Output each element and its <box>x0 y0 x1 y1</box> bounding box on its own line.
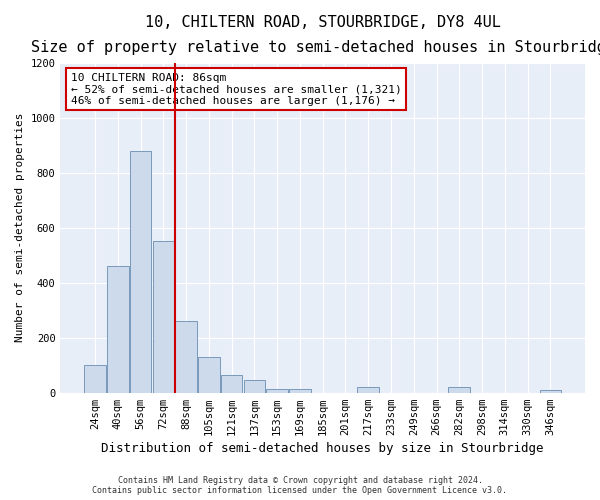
Bar <box>130 150 151 392</box>
Bar <box>448 387 470 392</box>
Bar <box>152 242 174 392</box>
Text: Contains HM Land Registry data © Crown copyright and database right 2024.
Contai: Contains HM Land Registry data © Crown c… <box>92 476 508 495</box>
Bar <box>84 365 106 392</box>
Text: 10 CHILTERN ROAD: 86sqm
← 52% of semi-detached houses are smaller (1,321)
46% of: 10 CHILTERN ROAD: 86sqm ← 52% of semi-de… <box>71 72 401 106</box>
Bar <box>175 321 197 392</box>
Bar <box>358 387 379 392</box>
Bar <box>244 380 265 392</box>
Title: 10, CHILTERN ROAD, STOURBRIDGE, DY8 4UL
Size of property relative to semi-detach: 10, CHILTERN ROAD, STOURBRIDGE, DY8 4UL … <box>31 15 600 54</box>
Bar <box>266 388 288 392</box>
X-axis label: Distribution of semi-detached houses by size in Stourbridge: Distribution of semi-detached houses by … <box>101 442 544 455</box>
Bar <box>198 357 220 392</box>
Bar <box>289 388 311 392</box>
Y-axis label: Number of semi-detached properties: Number of semi-detached properties <box>15 113 25 342</box>
Bar <box>539 390 561 392</box>
Bar <box>107 266 128 392</box>
Bar <box>221 375 242 392</box>
